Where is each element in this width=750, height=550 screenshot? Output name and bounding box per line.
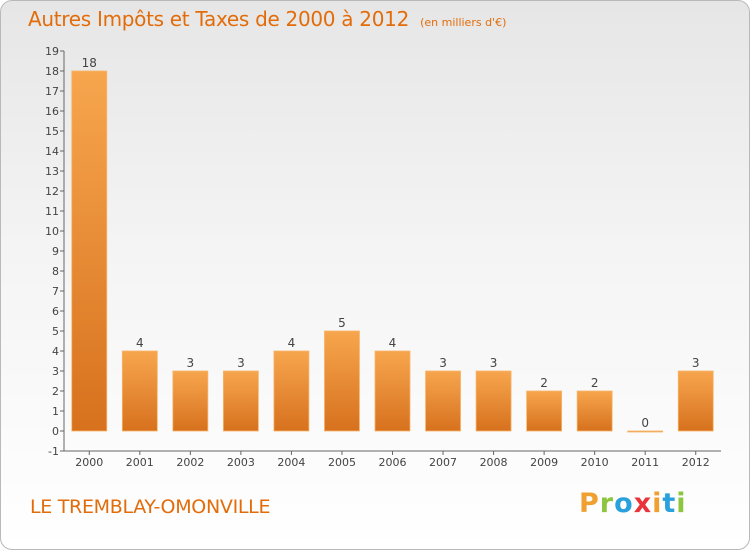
bar — [425, 370, 461, 432]
brand-letter: i — [676, 488, 687, 519]
x-tick-label: 2008 — [480, 456, 508, 469]
x-tick-label: 2006 — [379, 456, 407, 469]
y-tick-label: 7 — [52, 285, 59, 298]
x-tick-label: 2001 — [126, 456, 154, 469]
bar — [273, 350, 310, 432]
data-label: 18 — [82, 56, 97, 70]
y-tick-label: 9 — [52, 245, 59, 258]
data-label: 3 — [692, 356, 700, 370]
data-label: 3 — [439, 356, 447, 370]
y-tick-label: 10 — [45, 225, 59, 238]
y-tick-label: 16 — [45, 105, 59, 118]
y-tick-label: 5 — [52, 325, 59, 338]
x-tick-label: 2003 — [227, 456, 255, 469]
y-tick-label: 18 — [45, 65, 59, 78]
bar — [222, 370, 259, 432]
bar — [475, 370, 512, 432]
y-tick-label: 8 — [52, 265, 59, 278]
y-tick-label: 13 — [45, 165, 59, 178]
y-tick-label: 17 — [45, 85, 59, 98]
x-tick-label: 2000 — [75, 456, 103, 469]
brand-letter: r — [599, 488, 615, 519]
brand-letter: t — [662, 488, 677, 519]
x-tick-label: 2009 — [530, 456, 558, 469]
brand-letter: o — [614, 488, 634, 519]
bar — [677, 370, 714, 432]
proxiti-logo: Proxiti — [579, 488, 687, 519]
y-tick-label: 2 — [52, 385, 59, 398]
bar — [576, 390, 613, 432]
y-tick-label: 14 — [45, 145, 59, 158]
bar — [172, 370, 209, 432]
bar — [526, 390, 563, 432]
chart-unit: (en milliers d'€) — [420, 16, 507, 29]
brand-letter: P — [579, 488, 600, 519]
chart-title: Autres Impôts et Taxes de 2000 à 2012 — [28, 7, 409, 31]
y-tick-label: 3 — [52, 365, 59, 378]
y-tick-label: 1 — [52, 405, 59, 418]
data-label: 3 — [187, 356, 195, 370]
x-tick-label: 2002 — [176, 456, 204, 469]
data-label: 3 — [490, 356, 498, 370]
bar — [324, 330, 360, 432]
data-label: 2 — [591, 376, 599, 390]
data-label: 2 — [540, 376, 548, 390]
y-tick-label: 19 — [45, 45, 59, 58]
y-tick-label: 4 — [52, 345, 59, 358]
y-tick-label: 6 — [52, 305, 59, 318]
bar — [121, 350, 158, 432]
brand-letter: i — [652, 488, 663, 519]
x-tick-label: 2005 — [328, 456, 356, 469]
y-tick-label: 0 — [52, 425, 59, 438]
chart-header: Autres Impôts et Taxes de 2000 à 2012 (e… — [28, 7, 506, 31]
y-tick-label: 11 — [45, 205, 59, 218]
bar — [71, 70, 108, 432]
commune-name: LE TREMBLAY-OMONVILLE — [30, 496, 271, 518]
y-tick-label: -1 — [48, 445, 59, 458]
y-tick-label: 15 — [45, 125, 59, 138]
data-label: 0 — [641, 416, 649, 430]
x-tick-label: 2004 — [277, 456, 305, 469]
data-label: 4 — [136, 336, 144, 350]
data-label: 3 — [237, 356, 245, 370]
y-tick-label: 12 — [45, 185, 59, 198]
data-label: 4 — [288, 336, 296, 350]
x-tick-label: 2010 — [581, 456, 609, 469]
x-tick-label: 2012 — [682, 456, 710, 469]
bar — [374, 350, 411, 432]
data-label: 5 — [338, 316, 346, 330]
x-tick-label: 2007 — [429, 456, 457, 469]
bar — [627, 430, 664, 433]
x-tick-label: 2011 — [631, 456, 659, 469]
brand-letter: x — [633, 488, 653, 519]
data-label: 4 — [389, 336, 397, 350]
